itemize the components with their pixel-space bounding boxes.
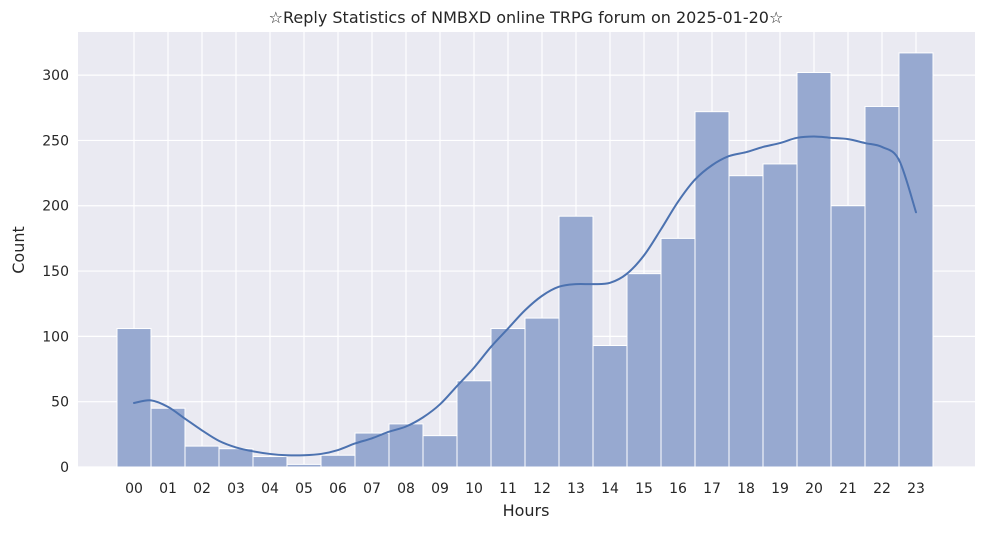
x-tick-label: 00 (125, 481, 143, 497)
histogram-bar-21 (830, 205, 866, 468)
x-tick-label: 22 (873, 481, 891, 497)
histogram-bar-09 (422, 435, 458, 468)
histogram-bar-06 (320, 454, 356, 468)
histogram-bar-15 (626, 273, 662, 468)
x-tick-label: 20 (805, 481, 823, 497)
histogram-bar-11 (490, 328, 526, 468)
x-tick-label: 14 (601, 481, 619, 497)
x-tick-label: 21 (839, 481, 857, 497)
y-tick-label: 100 (42, 329, 69, 345)
x-tick-label: 17 (703, 481, 721, 497)
histogram-bar-20 (796, 71, 832, 468)
x-tick-label: 16 (669, 481, 687, 497)
histogram-bar-16 (660, 237, 696, 468)
x-tick-label: 02 (193, 481, 211, 497)
x-tick-label: 15 (635, 481, 653, 497)
kde-layer (133, 135, 917, 457)
histogram-bar-19 (762, 163, 798, 468)
histogram-bar-22 (864, 105, 900, 468)
y-tick-label: 300 (42, 68, 69, 84)
x-tick-label: 09 (431, 481, 449, 497)
x-tick-label: 11 (499, 481, 517, 497)
histogram-bar-23 (898, 52, 934, 468)
y-tick-labels: 0 50 100 150 200 250 300 (42, 68, 69, 476)
x-tick-label: 18 (737, 481, 755, 497)
x-tick-label: 12 (533, 481, 551, 497)
x-tick-label: 23 (907, 481, 925, 497)
x-tick-label: 19 (771, 481, 789, 497)
y-tick-label: 50 (51, 395, 69, 411)
histogram-bar-02 (184, 445, 220, 468)
histogram-bar-00 (116, 328, 152, 468)
y-tick-label: 150 (42, 264, 69, 280)
histogram-bar-12 (524, 317, 560, 468)
histogram-bars (116, 52, 934, 468)
x-tick-label: 03 (227, 481, 245, 497)
histogram-bar-01 (150, 407, 186, 468)
x-tick-label: 06 (329, 481, 347, 497)
y-tick-label: 200 (42, 199, 69, 215)
y-tick-label: 0 (60, 460, 69, 476)
kde-line (133, 135, 917, 457)
x-tick-label: 07 (363, 481, 381, 497)
x-tick-label: 05 (295, 481, 313, 497)
x-tick-label: 08 (397, 481, 415, 497)
y-axis-label: Count (9, 226, 28, 274)
x-tick-labels: 00 01 02 03 04 05 06 07 08 09 10 11 12 13 14 15 16 17 18 19… (125, 481, 925, 497)
x-tick-label: 04 (261, 481, 279, 497)
histogram-bar-18 (728, 175, 764, 468)
x-tick-label: 10 (465, 481, 483, 497)
y-tick-label: 250 (42, 133, 69, 149)
histogram-bar-13 (558, 215, 594, 468)
histogram-bar-08 (388, 423, 424, 468)
chart-title: ☆Reply Statistics of NMBXD online TRPG f… (269, 8, 784, 27)
x-axis-label: Hours (503, 501, 550, 520)
histogram-bar-03 (218, 448, 254, 468)
x-tick-label: 01 (159, 481, 177, 497)
histogram-bar-10 (456, 380, 492, 468)
x-tick-label: 13 (567, 481, 585, 497)
histogram-bar-05 (286, 463, 322, 468)
histogram-bar-04 (252, 456, 288, 468)
histogram-bar-14 (592, 345, 628, 468)
